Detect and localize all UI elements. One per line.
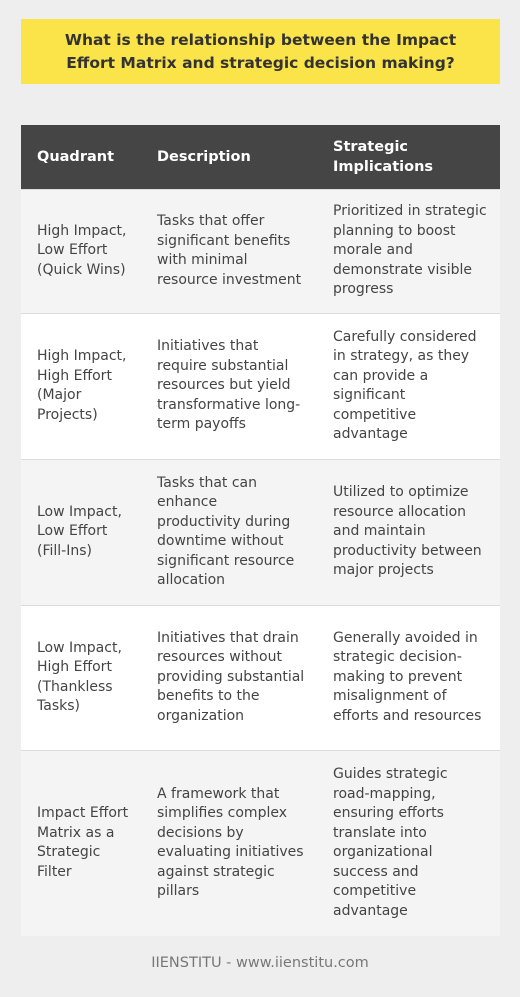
cell-implications: Carefully considered in strategy, as the… xyxy=(317,312,500,459)
table-header-row: Quadrant Description Strategic Implicati… xyxy=(21,125,500,189)
cell-implications: Guides strategic road-mapping, ensuring … xyxy=(317,749,500,936)
cell-implications: Utilized to optimize resource allocation… xyxy=(317,458,500,605)
table-row: Low Impact, Low Effort (Fill-Ins) Tasks … xyxy=(21,458,500,605)
cell-quadrant: High Impact, High Effort (Major Projects… xyxy=(21,312,141,459)
cell-description: Tasks that can enhance productivity duri… xyxy=(141,458,317,605)
table-row: Low Impact, High Effort (Thankless Tasks… xyxy=(21,604,500,750)
table-row: High Impact, High Effort (Major Projects… xyxy=(21,312,500,459)
header-description: Description xyxy=(141,125,317,189)
page-title: What is the relationship between the Imp… xyxy=(64,30,457,72)
cell-quadrant: Impact Effort Matrix as a Strategic Filt… xyxy=(21,749,141,936)
matrix-table-container: Quadrant Description Strategic Implicati… xyxy=(21,125,500,936)
cell-quadrant: High Impact, Low Effort (Quick Wins) xyxy=(21,188,141,313)
footer-credit: IIENSTITU - www.iienstitu.com xyxy=(151,955,369,971)
cell-description: A framework that simplifies complex deci… xyxy=(141,749,317,936)
cell-description: Initiatives that require substantial res… xyxy=(141,312,317,459)
cell-implications: Prioritized in strategic planning to boo… xyxy=(317,188,500,313)
header-quadrant: Quadrant xyxy=(21,125,141,189)
cell-description: Initiatives that drain resources without… xyxy=(141,604,317,750)
cell-quadrant: Low Impact, Low Effort (Fill-Ins) xyxy=(21,458,141,605)
cell-description: Tasks that offer significant benefits wi… xyxy=(141,188,317,313)
header-implications: Strategic Implications xyxy=(317,125,500,189)
title-banner: What is the relationship between the Imp… xyxy=(21,19,500,84)
matrix-table: Quadrant Description Strategic Implicati… xyxy=(21,125,500,936)
table-row: High Impact, Low Effort (Quick Wins) Tas… xyxy=(21,188,500,313)
cell-implications: Generally avoided in strategic decision-… xyxy=(317,604,500,750)
cell-quadrant: Low Impact, High Effort (Thankless Tasks… xyxy=(21,604,141,750)
table-row: Impact Effort Matrix as a Strategic Filt… xyxy=(21,749,500,936)
